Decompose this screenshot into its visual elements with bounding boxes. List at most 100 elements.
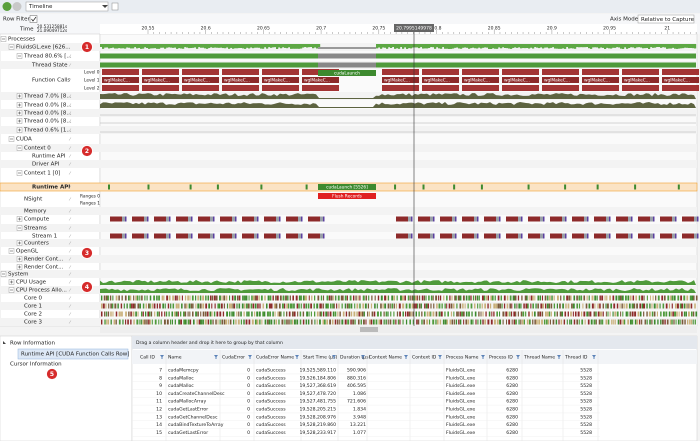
kernel (418, 216, 430, 222)
horizontal-scrollbar[interactable] (100, 326, 697, 333)
core-slice (248, 311, 250, 317)
thread-activity (684, 44, 687, 48)
core-slice (598, 319, 601, 325)
kernel (188, 233, 191, 239)
kernel (628, 233, 631, 239)
tree-row-label: Context 1 [0] (24, 171, 60, 177)
column-filter-icon[interactable] (361, 355, 365, 359)
kernel (320, 216, 323, 222)
core-slice (585, 303, 588, 309)
core-slice (160, 319, 162, 325)
core-slice (104, 311, 106, 317)
column-filter-icon[interactable] (214, 355, 218, 359)
tree-row-label: Stream 1 (32, 234, 57, 240)
thread-activity (282, 44, 285, 48)
axis-mode-dropdown[interactable] (637, 14, 695, 24)
row-filters-checkbox[interactable] (29, 15, 38, 23)
memcpy (279, 216, 281, 222)
core-slice (254, 295, 257, 301)
kernel (694, 216, 697, 222)
core-slice (247, 303, 250, 309)
core-slice (128, 295, 130, 301)
core-slice (216, 311, 219, 317)
back-button[interactable] (2, 2, 12, 11)
table-cell: 9 (159, 383, 162, 389)
column-filter-icon[interactable] (438, 355, 442, 359)
core-slice (167, 303, 170, 309)
core-slice (385, 311, 387, 317)
function-call-label: wglMakeC... (184, 78, 210, 84)
table-cell: 5528 (580, 383, 592, 389)
function-call (502, 85, 539, 91)
tree-row-label: Thread 0.0% [8... (23, 103, 72, 109)
column-filter-icon[interactable] (404, 355, 408, 359)
column-filter-icon[interactable] (332, 355, 336, 359)
table-cell: 11 (156, 399, 162, 405)
column-filter-icon[interactable] (557, 355, 561, 359)
thread-activity (526, 44, 529, 49)
core-slice (340, 295, 343, 301)
core-slice (115, 311, 118, 317)
core-slice (556, 295, 559, 301)
core-slice (196, 319, 198, 325)
core-slice (399, 319, 401, 325)
export-button[interactable] (111, 2, 119, 11)
core-slice (392, 319, 395, 325)
column-filter-icon[interactable] (160, 355, 164, 359)
scroll-thumb[interactable] (360, 327, 378, 332)
column-filter-icon[interactable] (295, 355, 299, 359)
forward-button[interactable] (12, 2, 22, 11)
core-slice (638, 295, 641, 301)
column-filter-icon[interactable] (592, 355, 596, 359)
pin-icon (68, 94, 72, 98)
thread-activity (150, 44, 153, 49)
core-slice (331, 319, 334, 325)
core-slice (518, 303, 521, 309)
core-slice (310, 303, 313, 309)
kernel (122, 216, 125, 222)
thread-activity (560, 44, 563, 49)
core-slice (344, 319, 347, 325)
core-slice (101, 303, 103, 309)
core-slice (256, 319, 259, 325)
core-slice (593, 319, 596, 325)
core-slice (288, 319, 290, 325)
core-slice (129, 303, 132, 309)
core-slice (244, 295, 246, 301)
core-slice (319, 319, 321, 325)
core-slice (418, 311, 420, 317)
core-slice (146, 319, 148, 325)
thread-activity (634, 44, 637, 49)
function-call (582, 85, 619, 91)
core-slice (588, 303, 591, 309)
core-slice (352, 319, 355, 325)
row-stripe (0, 270, 697, 278)
core-slice (307, 319, 310, 325)
kernel (528, 233, 540, 239)
thread-activity (146, 44, 149, 49)
core-slice (136, 295, 139, 301)
core-slice (402, 303, 405, 309)
core-slice (393, 303, 395, 309)
view-dropdown[interactable] (25, 1, 109, 12)
callout-number: 3 (85, 250, 89, 257)
thread-activity (412, 44, 415, 48)
thread-activity (236, 44, 239, 49)
table-cell: 5528 (580, 399, 592, 405)
core-slice (273, 319, 275, 325)
column-filter-icon[interactable] (481, 355, 485, 359)
core-slice (272, 295, 274, 301)
selected-row-box[interactable] (17, 348, 129, 360)
core-slice (660, 311, 662, 317)
core-slice (634, 319, 637, 325)
column-filter-icon[interactable] (516, 355, 520, 359)
core-slice (667, 295, 670, 301)
kernel (672, 233, 675, 239)
core-slice (115, 295, 118, 301)
column-filter-icon[interactable] (248, 355, 252, 359)
core-slice (204, 319, 207, 325)
core-slice (513, 311, 516, 317)
thread-activity (414, 44, 417, 48)
core-slice (184, 311, 187, 317)
core-slice (489, 303, 492, 309)
